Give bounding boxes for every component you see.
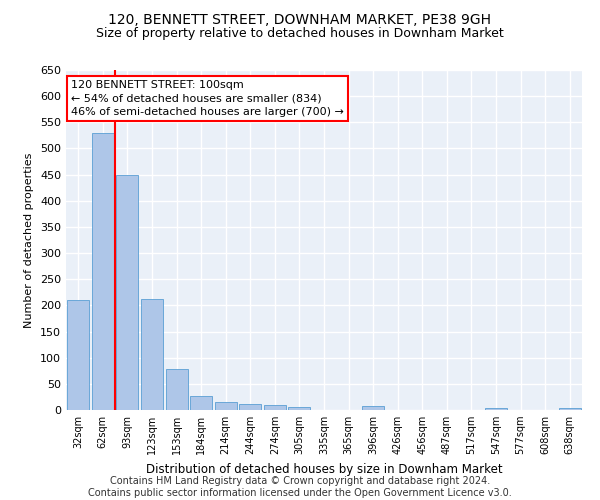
Bar <box>215 402 237 410</box>
Bar <box>190 396 212 410</box>
Bar <box>485 408 507 410</box>
Bar <box>141 298 163 410</box>
Bar <box>116 174 139 410</box>
Bar <box>67 300 89 410</box>
Bar <box>289 408 310 410</box>
Text: Size of property relative to detached houses in Downham Market: Size of property relative to detached ho… <box>96 28 504 40</box>
Bar <box>362 406 384 410</box>
X-axis label: Distribution of detached houses by size in Downham Market: Distribution of detached houses by size … <box>146 462 502 475</box>
Bar <box>239 404 262 410</box>
Text: Contains HM Land Registry data © Crown copyright and database right 2024.
Contai: Contains HM Land Registry data © Crown c… <box>88 476 512 498</box>
Bar <box>166 369 188 410</box>
Bar <box>92 133 114 410</box>
Text: 120, BENNETT STREET, DOWNHAM MARKET, PE38 9GH: 120, BENNETT STREET, DOWNHAM MARKET, PE3… <box>109 12 491 26</box>
Bar <box>559 408 581 410</box>
Bar <box>264 405 286 410</box>
Y-axis label: Number of detached properties: Number of detached properties <box>25 152 34 328</box>
Text: 120 BENNETT STREET: 100sqm
← 54% of detached houses are smaller (834)
46% of sem: 120 BENNETT STREET: 100sqm ← 54% of deta… <box>71 80 344 116</box>
